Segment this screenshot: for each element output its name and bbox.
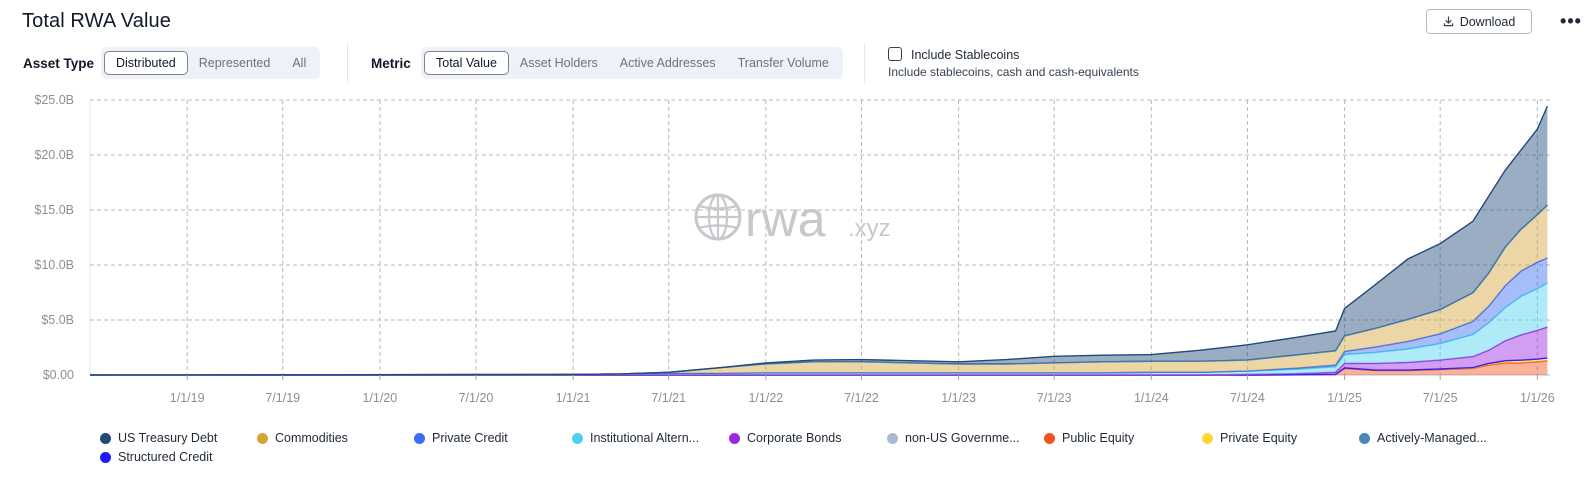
legend-swatch	[1202, 432, 1213, 444]
legend-swatch	[100, 451, 111, 463]
area-public-equity[interactable]	[90, 360, 1548, 375]
x-tick-label: 7/1/19	[265, 391, 300, 405]
x-tick-label: 1/1/21	[556, 391, 591, 405]
x-tick-label: 1/1/24	[1134, 391, 1169, 405]
x-tick-label: 7/1/24	[1230, 391, 1265, 405]
legend-item-private-equity[interactable]: Private Equity	[1202, 431, 1297, 445]
legend-item-structured-credit[interactable]: Structured Credit	[100, 450, 212, 464]
watermark-text: rwa	[745, 191, 826, 247]
legend-swatch	[257, 432, 268, 444]
asset-type-option-distributed[interactable]: Distributed	[104, 51, 188, 75]
legend-label: US Treasury Debt	[118, 431, 218, 445]
legend-swatch	[572, 432, 583, 444]
legend-swatch	[1359, 432, 1370, 444]
x-tick-label: 1/1/19	[170, 391, 205, 405]
chart-axes: $0.00 $5.0B $10.0B $15.0B $20.0B $25.0B 1/1/19…	[34, 93, 1554, 405]
legend-item-corporate-bonds[interactable]: Corporate Bonds	[729, 431, 842, 445]
legend-swatch	[1044, 432, 1055, 444]
legend-swatch	[414, 432, 425, 444]
legend-label: Structured Credit	[118, 450, 213, 464]
legend-swatch	[887, 432, 898, 444]
asset-type-label: Asset Type	[23, 56, 95, 71]
legend-item-public-equity[interactable]: Public Equity	[1044, 431, 1134, 445]
watermark-suffix: .xyz	[848, 215, 891, 242]
more-options-button[interactable]: •••	[1560, 10, 1582, 31]
legend-item-institutional-alternative-funds[interactable]: Institutional Altern...	[572, 431, 699, 445]
x-tick-label: 1/1/26	[1520, 391, 1555, 405]
metric-option-total-value[interactable]: Total Value	[424, 51, 509, 75]
legend-label: Institutional Altern...	[590, 431, 700, 445]
metric-option-transfer-volume[interactable]: Transfer Volume	[737, 56, 829, 70]
metric-option-asset-holders[interactable]: Asset Holders	[519, 56, 598, 70]
y-tick-label: $20.0B	[34, 148, 74, 162]
x-tick-label: 1/1/25	[1327, 391, 1362, 405]
legend-label: non-US Governme...	[905, 431, 1020, 445]
watermark: rwa .xyz	[694, 191, 891, 247]
legend-label: Public Equity	[1062, 431, 1135, 445]
asset-type-selector: Distributed Represented All	[101, 47, 321, 79]
legend-item-private-credit[interactable]: Private Credit	[414, 431, 508, 445]
y-tick-label: $15.0B	[34, 203, 74, 217]
legend-swatch	[729, 432, 740, 444]
asset-type-option-represented[interactable]: Represented	[198, 56, 271, 70]
legend-item-us-treasury-debt[interactable]: US Treasury Debt	[100, 431, 217, 445]
y-tick-label: $10.0B	[34, 258, 74, 272]
x-tick-label: 7/1/20	[459, 391, 494, 405]
area-line-us-treasury-debt	[89, 105, 1549, 376]
x-tick-label: 1/1/23	[941, 391, 976, 405]
legend-item-actively-managed-strategies[interactable]: Actively-Managed...	[1359, 431, 1487, 445]
include-stablecoins-checkbox[interactable]	[888, 47, 902, 61]
legend-label: Corporate Bonds	[747, 431, 842, 445]
x-tick-label: 7/1/23	[1037, 391, 1072, 405]
x-tick-label: 1/1/20	[363, 391, 398, 405]
y-tick-label: $25.0B	[34, 93, 74, 107]
chart-areas	[89, 105, 1549, 376]
legend-item-non-us-government-debt[interactable]: non-US Governme...	[887, 431, 1020, 445]
legend-label: Commodities	[275, 431, 348, 445]
download-label: Download	[1459, 14, 1516, 29]
legend-swatch	[100, 432, 111, 444]
x-tick-label: 7/1/25	[1423, 391, 1458, 405]
y-tick-label: $0.00	[43, 368, 74, 382]
metric-label: Metric	[371, 56, 411, 71]
include-stablecoins-description: Include stablecoins, cash and cash-equiv…	[888, 65, 1139, 79]
legend-label: Private Credit	[432, 431, 508, 445]
include-stablecoins-label[interactable]: Include Stablecoins	[911, 48, 1020, 62]
x-tick-label: 1/1/22	[748, 391, 783, 405]
download-button[interactable]: Download	[1426, 9, 1532, 34]
y-tick-label: $5.0B	[41, 313, 74, 327]
page-title: Total RWA Value	[22, 10, 171, 32]
globe-icon	[694, 193, 742, 241]
legend-item-commodities[interactable]: Commodities	[257, 431, 348, 445]
asset-type-option-all[interactable]: All	[292, 56, 307, 70]
legend-label: Actively-Managed...	[1377, 431, 1487, 445]
metric-selector: Total Value Asset Holders Active Address…	[421, 47, 843, 79]
filter-divider-2	[864, 43, 865, 83]
metric-option-active-addresses[interactable]: Active Addresses	[619, 56, 716, 70]
x-tick-label: 7/1/22	[844, 391, 879, 405]
download-icon	[1443, 16, 1453, 27]
legend-label: Private Equity	[1220, 431, 1298, 445]
x-tick-label: 7/1/21	[651, 391, 686, 405]
filter-divider	[347, 43, 348, 83]
